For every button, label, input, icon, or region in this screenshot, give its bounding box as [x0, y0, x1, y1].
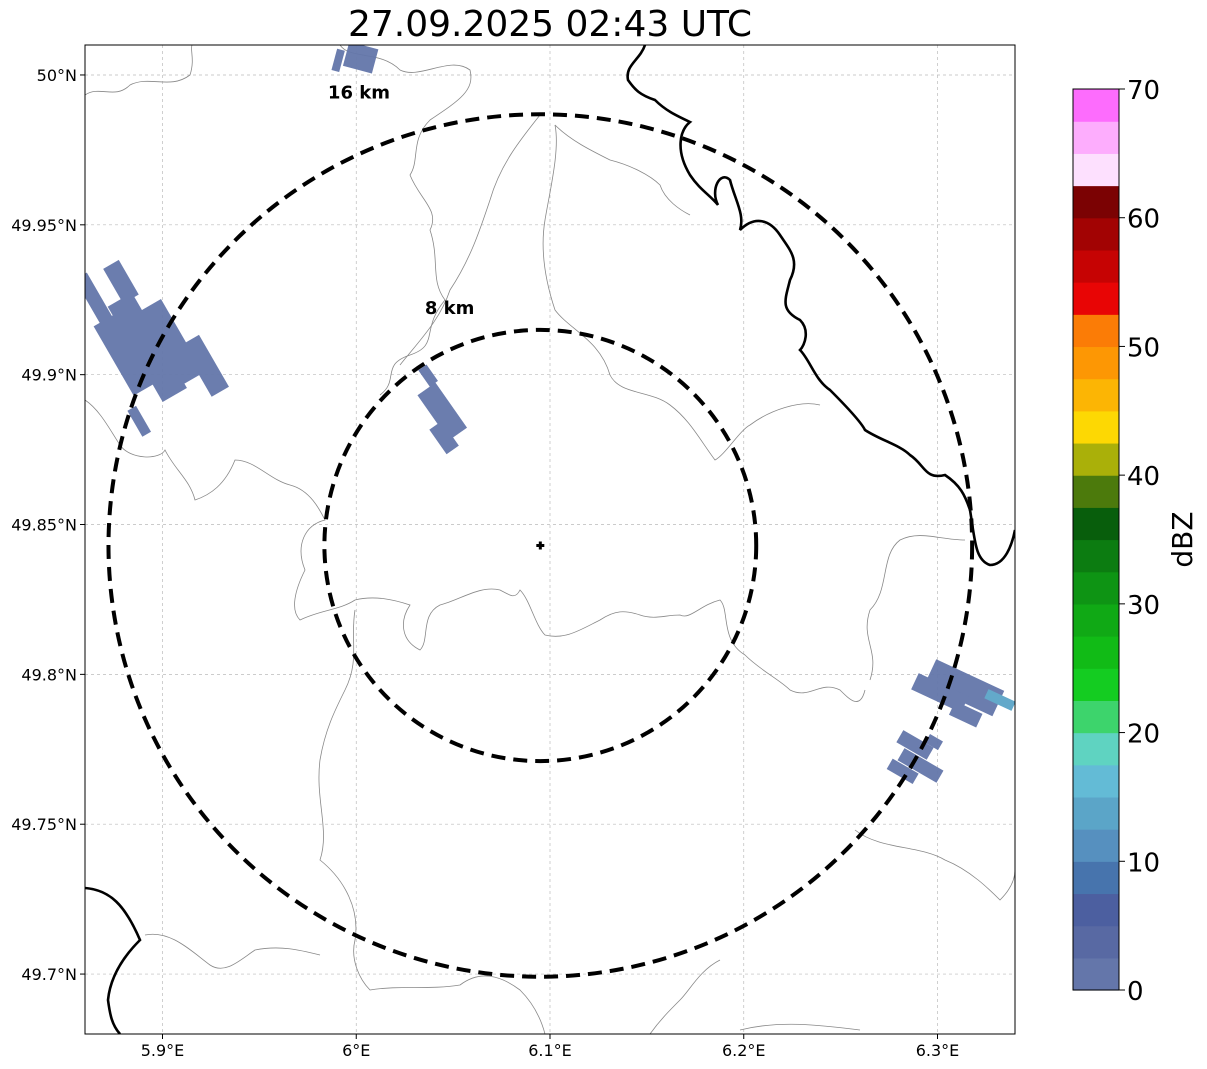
colorbar-tick-label: 40 — [1127, 462, 1160, 492]
border-line — [318, 609, 546, 1034]
border-line — [649, 959, 721, 1034]
colorbar-swatch — [1073, 121, 1119, 154]
range-ring — [322, 327, 759, 764]
colorbar-swatch — [1073, 89, 1119, 122]
range-ring — [106, 112, 975, 979]
range-rings — [106, 112, 975, 979]
lat-tick-label: 49.7°N — [21, 965, 77, 984]
echo-cell — [331, 45, 379, 74]
colorbar-swatch — [1073, 217, 1119, 251]
colorbar-swatch — [1073, 700, 1119, 734]
colorbar-swatch — [1073, 636, 1119, 669]
lat-tick-label: 49.85°N — [11, 516, 77, 535]
colorbar-swatch — [1073, 153, 1119, 187]
lat-tick-label: 49.75°N — [11, 815, 77, 834]
colorbar-swatch — [1073, 346, 1119, 380]
range-ring-label: 16 km — [328, 82, 390, 103]
colorbar-tick-label: 20 — [1127, 720, 1160, 750]
lon-tick-label: 6.3°E — [916, 1041, 960, 1060]
radar-site-marker — [536, 541, 545, 550]
colorbar: 0 10 20 30 40 50 60 70 dBZ — [1072, 76, 1199, 1007]
lon-tick-label: 6.2°E — [722, 1041, 766, 1060]
colorbar-swatch — [1073, 539, 1119, 573]
heavy-border-line — [85, 886, 142, 1034]
colorbar-swatch — [1073, 603, 1119, 637]
colorbar-frame — [1072, 88, 1120, 991]
lon-tick-label: 5.9°E — [141, 1041, 185, 1060]
echo-cell — [886, 730, 944, 785]
colorbar-swatch — [1073, 893, 1119, 927]
colorbar-tick-label: 70 — [1127, 76, 1160, 106]
echo-cell — [85, 259, 229, 437]
lon-tick-label: 6.1°E — [528, 1041, 572, 1060]
range-ring-label: 8 km — [425, 298, 475, 319]
border-line — [144, 933, 321, 969]
lat-tick-label: 49.9°N — [21, 366, 77, 385]
colorbar-swatch — [1073, 796, 1119, 830]
radar-site-cross — [536, 541, 545, 550]
colorbar-tick-label: 30 — [1127, 591, 1160, 621]
range-ring-labels: 8 km 16 km — [328, 82, 474, 319]
colorbar-swatch — [1073, 410, 1119, 444]
colorbar-swatch — [1073, 249, 1119, 283]
heavy-border-lines — [85, 45, 1015, 1034]
colorbar-swatch — [1073, 764, 1119, 798]
colorbar-tick-label: 50 — [1127, 333, 1160, 363]
border-line — [554, 124, 691, 216]
echo-cell — [911, 659, 1005, 728]
colorbar-swatch — [1073, 957, 1119, 991]
border-lines — [85, 45, 1015, 1034]
map-title: 27.09.2025 02:43 UTC — [347, 4, 753, 45]
echo-cell — [984, 689, 1015, 711]
lon-tick-label: 6°E — [342, 1041, 370, 1060]
colorbar-tick-label: 0 — [1127, 977, 1144, 1007]
colorbar-swatch — [1073, 668, 1119, 701]
lat-tick-label: 49.8°N — [21, 665, 77, 684]
colorbar-label: dBZ — [1166, 511, 1199, 567]
colorbar-swatch — [1073, 925, 1119, 959]
colorbar-swatch — [1073, 861, 1119, 895]
radar-echoes — [85, 45, 1015, 785]
colorbar-swatch — [1073, 475, 1119, 508]
colorbar-tick-label: 60 — [1127, 205, 1160, 235]
gridlines — [85, 45, 1015, 1034]
axis-ticks: 5.9°E 6°E 6.1°E 6.2°E 6.3°E 50°N 49.95°N 49.9°N… — [11, 66, 959, 1060]
colorbar-swatch — [1073, 282, 1119, 315]
colorbar-swatch — [1073, 442, 1119, 476]
colorbar-swatch — [1073, 185, 1119, 219]
border-line — [339, 45, 472, 396]
border-line — [85, 45, 193, 96]
colorbar-swatch — [1073, 829, 1119, 862]
colorbar-tick-label: 10 — [1127, 848, 1160, 878]
colorbar-swatch — [1073, 378, 1119, 412]
colorbar-swatch — [1073, 314, 1119, 348]
colorbar-swatch — [1073, 507, 1119, 541]
border-line — [854, 829, 1015, 901]
lat-tick-label: 50°N — [37, 66, 77, 85]
border-line — [542, 124, 821, 461]
heavy-border-line — [626, 45, 1015, 567]
echo-cell — [417, 364, 468, 455]
lat-tick-label: 49.95°N — [11, 216, 77, 235]
colorbar-swatch — [1073, 571, 1119, 605]
border-line — [399, 114, 541, 366]
colorbar-swatch — [1073, 732, 1119, 766]
border-line — [866, 535, 966, 681]
border-line — [739, 1023, 861, 1031]
border-line — [85, 399, 866, 702]
